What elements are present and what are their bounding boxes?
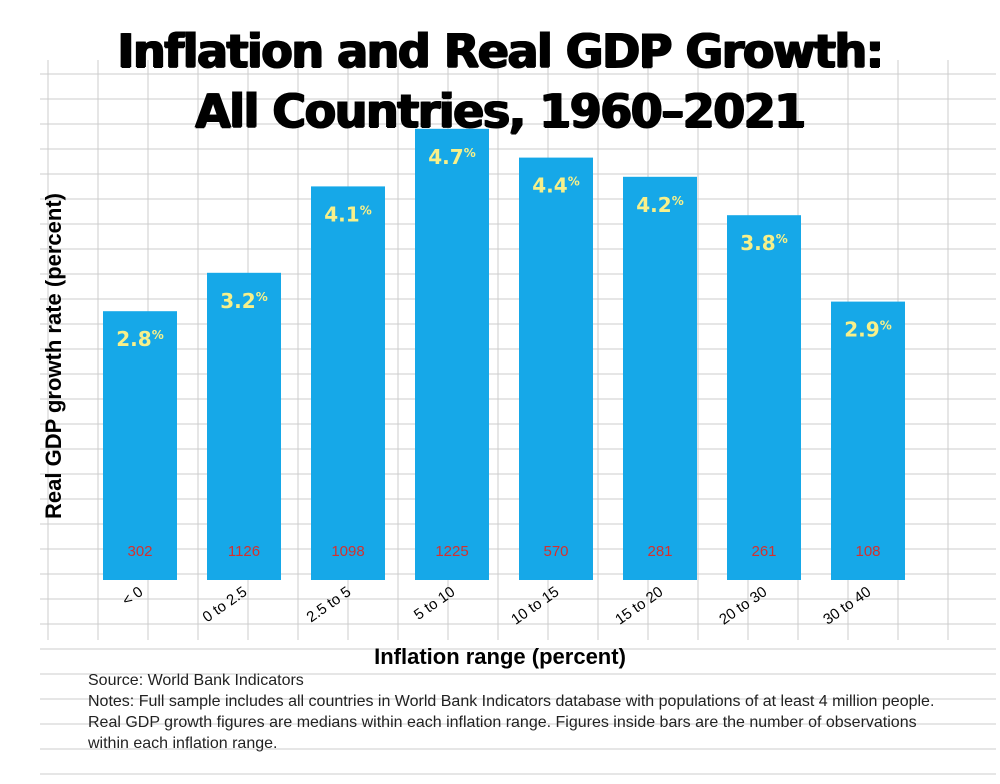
chart-title-line-2: All Countries, 1960–2021 bbox=[195, 84, 806, 138]
bar-value-unit: % bbox=[152, 328, 164, 342]
x-tick-label: 30 to 40 bbox=[820, 583, 874, 628]
bar-value-label: 3.8% bbox=[740, 231, 787, 255]
bar-observation-count: 261 bbox=[751, 543, 776, 560]
bar bbox=[623, 176, 697, 581]
bar-value-label: 4.1% bbox=[324, 202, 371, 226]
x-tick-label: 0 to 2.5 bbox=[200, 583, 251, 626]
bar-observation-count: 1225 bbox=[435, 543, 468, 560]
bar-value-label: 4.2% bbox=[636, 193, 683, 217]
bar-value-unit: % bbox=[568, 175, 580, 189]
bar-value-label: 4.7% bbox=[428, 145, 475, 169]
x-tick-label: 20 to 30 bbox=[716, 583, 770, 628]
notes-block: Source: World Bank Indicators Notes: Ful… bbox=[88, 670, 948, 754]
bar bbox=[207, 272, 281, 580]
bar-observation-count: 108 bbox=[855, 543, 880, 560]
bar-value-unit: % bbox=[360, 203, 372, 217]
bar-value-number: 4.7 bbox=[428, 145, 463, 169]
x-tick-label: 10 to 15 bbox=[508, 583, 562, 628]
bar bbox=[831, 301, 905, 580]
bar-value-unit: % bbox=[464, 146, 476, 160]
bar bbox=[727, 215, 801, 580]
x-tick-label: 2.5 to 5 bbox=[304, 583, 355, 626]
bar-value-label: 2.8% bbox=[116, 327, 163, 351]
bar-value-unit: % bbox=[880, 319, 892, 333]
bar-value-label: 4.4% bbox=[532, 174, 579, 198]
bar-value-number: 4.4 bbox=[532, 174, 567, 198]
bar-value-label: 2.9% bbox=[844, 318, 891, 342]
bar-observation-count: 570 bbox=[543, 543, 568, 560]
bar bbox=[519, 157, 593, 580]
x-tick-label: 5 to 10 bbox=[411, 583, 458, 623]
x-axis-label: Inflation range (percent) bbox=[374, 644, 626, 669]
bar bbox=[415, 128, 489, 581]
bar-value-number: 2.8 bbox=[116, 327, 151, 351]
bar-value-number: 4.2 bbox=[636, 193, 671, 217]
bar-observation-count: 1098 bbox=[331, 543, 364, 560]
bar-value-label: 3.2% bbox=[220, 289, 267, 313]
bar-value-number: 4.1 bbox=[324, 202, 359, 226]
bar bbox=[311, 186, 385, 580]
bar-value-number: 3.8 bbox=[740, 231, 775, 255]
bar-value-number: 2.9 bbox=[844, 318, 879, 342]
y-axis-label: Real GDP growth rate (percent) bbox=[41, 193, 66, 519]
bar-observation-count: 281 bbox=[647, 543, 672, 560]
bar-value-unit: % bbox=[776, 232, 788, 246]
notes-text: Notes: Full sample includes all countrie… bbox=[88, 693, 935, 752]
bar-observation-count: 302 bbox=[127, 543, 152, 560]
bar-value-unit: % bbox=[256, 290, 268, 304]
bar-value-number: 3.2 bbox=[220, 289, 255, 313]
chart-title-line-1: Inflation and Real GDP Growth: bbox=[117, 24, 884, 78]
source-text: Source: World Bank Indicators bbox=[88, 672, 304, 689]
x-tick-label: < 0 bbox=[119, 583, 146, 609]
bar bbox=[103, 311, 177, 580]
bar-value-unit: % bbox=[672, 194, 684, 208]
x-tick-label: 15 to 20 bbox=[612, 583, 666, 628]
bar-observation-count: 1126 bbox=[228, 543, 260, 560]
